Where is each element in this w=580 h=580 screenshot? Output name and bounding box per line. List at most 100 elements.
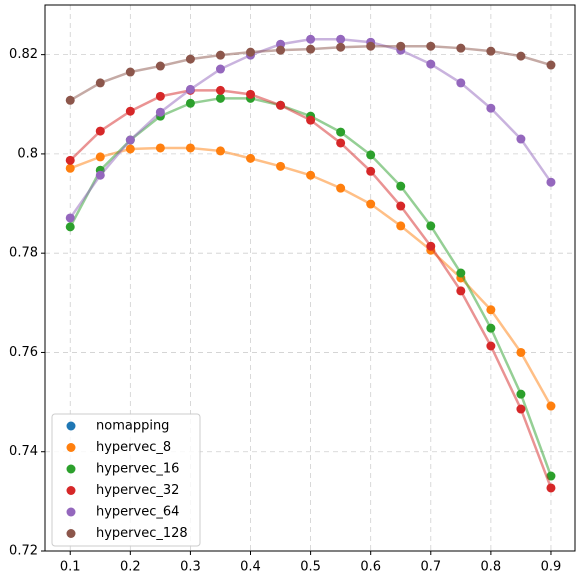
legend-label: hypervec_128: [96, 526, 188, 541]
x-tick-label: 0.5: [300, 560, 321, 575]
legend-marker: [66, 507, 76, 517]
point: [426, 41, 436, 51]
point: [336, 42, 346, 52]
point: [516, 134, 526, 144]
point: [516, 404, 526, 414]
y-tick-label: 0.78: [9, 246, 38, 261]
point: [396, 181, 406, 191]
y-tick-label: 0.82: [9, 47, 38, 62]
point: [486, 103, 496, 113]
point: [546, 177, 556, 187]
point: [215, 50, 225, 60]
point: [546, 483, 556, 493]
legend-label: hypervec_32: [96, 483, 179, 498]
point: [456, 268, 466, 278]
x-tick-label: 0.4: [240, 560, 261, 575]
point: [366, 166, 376, 176]
point: [456, 286, 466, 296]
x-tick-label: 0.2: [120, 560, 141, 575]
point: [546, 471, 556, 481]
point: [366, 41, 376, 51]
point: [306, 115, 316, 125]
point: [155, 107, 165, 117]
y-tick-label: 0.72: [9, 544, 38, 559]
legend-marker: [66, 529, 76, 538]
legend-marker: [66, 443, 76, 452]
point: [516, 347, 526, 357]
point: [426, 221, 436, 231]
point: [306, 170, 316, 180]
point: [276, 45, 286, 55]
legend-marker: [66, 486, 76, 495]
point: [185, 84, 195, 94]
legend-label: hypervec_16: [96, 462, 179, 477]
point: [426, 59, 436, 69]
point: [426, 241, 436, 251]
point: [486, 46, 496, 56]
x-tick-label: 0.1: [60, 560, 81, 575]
point: [336, 183, 346, 193]
point: [65, 163, 75, 173]
point: [456, 78, 466, 88]
point: [276, 161, 286, 171]
point: [215, 93, 225, 103]
point: [125, 67, 135, 77]
point: [306, 44, 316, 54]
point: [65, 213, 75, 223]
series-line: [69, 37, 552, 219]
point: [215, 64, 225, 74]
point: [546, 60, 556, 70]
point: [336, 138, 346, 148]
legend-label: hypervec_8: [96, 440, 171, 455]
point: [396, 41, 406, 51]
x-tick-label: 0.6: [360, 560, 381, 575]
point: [486, 305, 496, 315]
legend-label: nomapping: [96, 419, 169, 434]
legend: nomapping hypervec_8 hypervec_16 hypervec_3…: [51, 413, 201, 547]
y-tick-label: 0.76: [9, 345, 38, 360]
point: [456, 43, 466, 53]
point: [185, 143, 195, 153]
point: [185, 98, 195, 108]
point: [366, 150, 376, 160]
point: [366, 199, 376, 209]
point: [125, 135, 135, 145]
point: [95, 126, 105, 136]
point: [336, 127, 346, 137]
point: [486, 341, 496, 351]
point: [246, 153, 256, 163]
point: [276, 100, 286, 110]
x-tick-label: 0.9: [541, 560, 562, 575]
legend-marker: [66, 421, 76, 431]
point: [155, 91, 165, 101]
point: [125, 106, 135, 116]
point: [95, 152, 105, 162]
point: [486, 323, 496, 333]
point: [185, 54, 195, 64]
point: [546, 401, 556, 411]
point: [95, 78, 105, 88]
point: [246, 47, 256, 57]
y-tick-label: 0.8: [17, 146, 38, 161]
point: [516, 51, 526, 61]
point: [215, 146, 225, 156]
point: [155, 143, 165, 153]
x-tick-label: 0.7: [420, 560, 441, 575]
point: [516, 389, 526, 399]
point: [95, 170, 105, 180]
legend-marker: [66, 464, 76, 474]
point: [246, 89, 256, 99]
point: [306, 34, 316, 44]
plot-frame: [44, 4, 576, 552]
point: [396, 201, 406, 211]
point: [215, 85, 225, 95]
point: [65, 95, 75, 105]
x-tick-label: 0.3: [180, 560, 201, 575]
point: [65, 155, 75, 165]
x-tick-label: 0.8: [481, 560, 502, 575]
legend-box: [51, 413, 201, 547]
point: [125, 144, 135, 154]
y-tick-label: 0.74: [9, 444, 38, 459]
point: [65, 222, 75, 232]
